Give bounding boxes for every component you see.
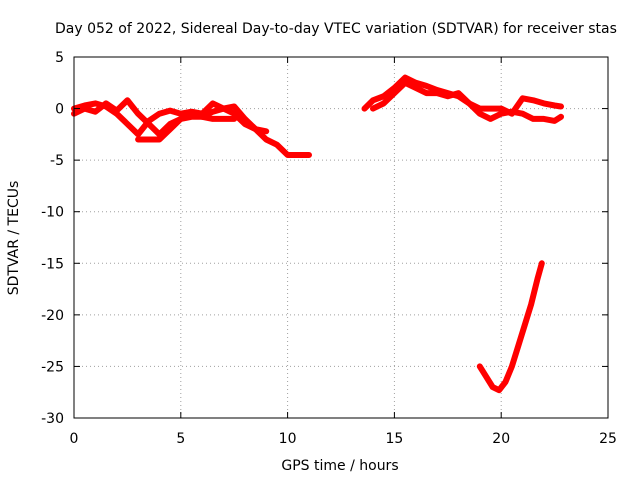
y-tick-label: -10 bbox=[41, 205, 64, 221]
x-axis-label: GPS time / hours bbox=[281, 458, 398, 474]
x-tick-label: 15 bbox=[385, 431, 403, 447]
series-line-track-f bbox=[476, 260, 545, 394]
axis-ticks bbox=[73, 56, 609, 419]
y-tick-label: -25 bbox=[41, 359, 64, 375]
plot-frame bbox=[73, 56, 609, 419]
x-tick-label: 25 bbox=[599, 431, 617, 447]
y-tick-label: 0 bbox=[55, 102, 64, 118]
x-tick-label: 10 bbox=[279, 431, 297, 447]
y-tick-label: -20 bbox=[41, 308, 64, 324]
y-axis-label: SDTVAR / TECUs bbox=[6, 181, 22, 296]
y-tick-label: -30 bbox=[41, 411, 64, 427]
series-line-track-e bbox=[370, 79, 564, 117]
y-tick-label: 5 bbox=[55, 50, 64, 66]
y-tick-label: -5 bbox=[50, 153, 64, 169]
grid-lines bbox=[74, 57, 608, 418]
series-line-track-b bbox=[71, 100, 270, 138]
y-tick-label: -15 bbox=[41, 256, 64, 272]
y-tick-labels: -30 -25 -20 -15 -10 -5 0 5 bbox=[41, 50, 64, 427]
chart-title: Day 052 of 2022, Sidereal Day-to-day VTE… bbox=[55, 21, 617, 37]
x-tick-label: 5 bbox=[176, 431, 185, 447]
x-tick-label: 0 bbox=[70, 431, 79, 447]
series-group bbox=[71, 74, 564, 394]
x-tick-labels: 0 5 10 15 20 25 bbox=[70, 431, 617, 447]
x-tick-label: 20 bbox=[492, 431, 510, 447]
series-line-track-c bbox=[135, 113, 238, 143]
